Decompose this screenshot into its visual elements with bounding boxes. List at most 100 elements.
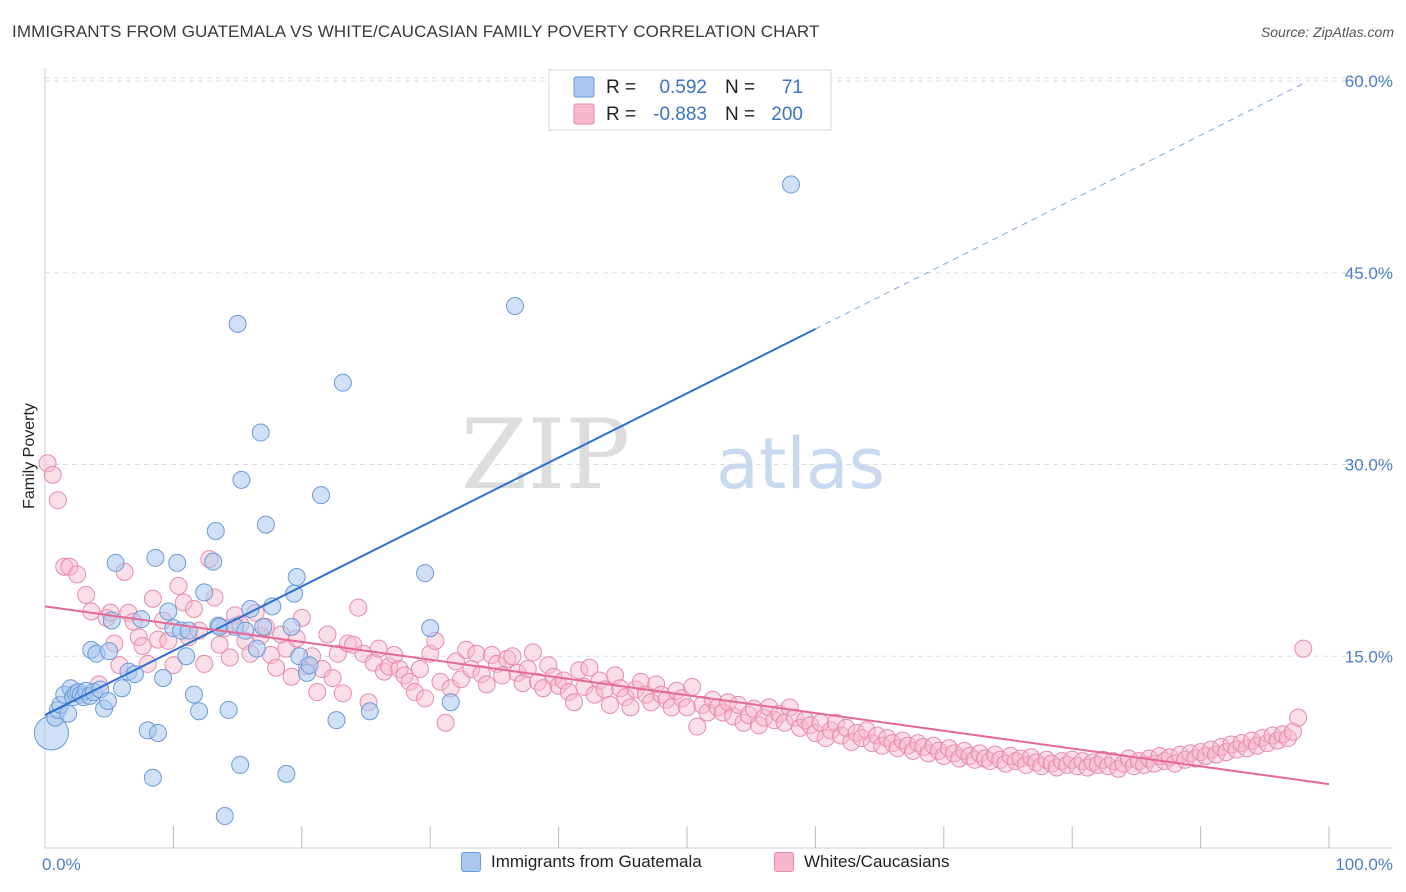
data-point-whites	[68, 565, 87, 584]
data-point-whites	[513, 674, 532, 693]
data-point-whites	[410, 660, 429, 679]
data-point-whites	[523, 643, 542, 662]
data-point-whites	[43, 465, 62, 484]
data-point-whites	[837, 718, 856, 737]
trend-lines	[44, 83, 1330, 786]
gridlines	[45, 77, 1393, 657]
data-point-whites	[436, 713, 455, 732]
data-point-guatemala	[168, 553, 187, 572]
data-point-guatemala	[287, 567, 306, 586]
legend-swatch-pink	[573, 103, 595, 125]
data-point-whites	[374, 662, 393, 681]
legend-n-label-2: N =	[725, 104, 755, 125]
data-point-whites	[349, 598, 368, 617]
bottom-legend: Immigrants from Guatemala Whites/Caucasi…	[0, 852, 1406, 878]
data-point-whites	[467, 644, 486, 663]
data-point-whites	[498, 649, 517, 668]
bottom-legend-swatch-blue	[461, 852, 481, 872]
data-point-whites	[174, 593, 193, 612]
data-point-guatemala	[416, 564, 435, 583]
data-point-guatemala	[148, 723, 167, 742]
data-point-whites	[600, 695, 619, 714]
data-point-guatemala	[195, 583, 214, 602]
data-point-whites	[554, 671, 573, 690]
data-point-whites	[267, 658, 286, 677]
data-point-whites	[1022, 748, 1041, 767]
data-point-whites	[48, 491, 67, 510]
data-point-whites	[318, 625, 337, 644]
data-point-whites	[842, 732, 861, 751]
legend-r-value-1: 0.592	[659, 77, 707, 98]
data-point-whites	[929, 741, 948, 760]
data-point-whites	[1078, 758, 1097, 777]
data-point-guatemala	[215, 807, 234, 826]
data-point-whites	[565, 693, 584, 712]
data-point-guatemala	[441, 693, 460, 712]
data-point-whites	[883, 734, 902, 753]
data-point-whites	[724, 707, 743, 726]
data-point-whites	[364, 653, 383, 672]
data-point-whites	[678, 698, 696, 717]
y-tick-label: 30.0%	[1345, 456, 1393, 475]
y-tick-label: 15.0%	[1345, 647, 1393, 666]
data-point-whites	[975, 749, 994, 768]
data-point-whites	[503, 647, 522, 666]
data-point-whites	[431, 672, 450, 691]
data-point-guatemala	[159, 602, 178, 621]
data-point-guatemala	[113, 679, 132, 698]
series-whites-caucasians	[38, 454, 1313, 778]
data-point-whites	[164, 656, 183, 675]
data-point-whites	[1001, 746, 1020, 765]
data-point-whites	[38, 454, 57, 473]
y-axis-title: Family Poverty	[21, 403, 38, 509]
data-point-guatemala	[277, 764, 296, 783]
data-point-whites	[1083, 753, 1102, 772]
data-point-guatemala	[98, 691, 117, 710]
data-point-whites	[688, 717, 707, 736]
data-point-whites	[755, 708, 774, 727]
data-point-whites	[616, 688, 635, 707]
data-point-guatemala	[251, 423, 270, 442]
legend-n-value-1: 71	[782, 77, 803, 98]
data-point-guatemala	[154, 668, 173, 687]
data-point-whites	[1212, 738, 1231, 757]
data-point-guatemala	[100, 642, 119, 661]
data-point-whites	[945, 744, 964, 763]
legend-r-value-2: -0.883	[653, 104, 707, 125]
data-point-guatemala	[190, 702, 209, 721]
data-point-whites	[847, 723, 866, 742]
x-tick-label: 100.0%	[1335, 855, 1393, 874]
data-point-guatemala	[256, 515, 275, 534]
data-point-whites	[457, 640, 476, 659]
trend-extension-guatemala	[815, 83, 1304, 330]
data-point-whites	[472, 665, 491, 684]
data-point-whites	[642, 693, 661, 712]
data-point-whites	[713, 703, 732, 722]
data-point-whites	[60, 557, 79, 576]
data-point-whites	[785, 708, 804, 727]
data-point-whites	[1242, 731, 1261, 750]
legend-n-label-1: N =	[725, 77, 755, 98]
data-point-whites	[683, 677, 702, 696]
watermark: ZIP atlas	[461, 399, 885, 511]
data-point-guatemala	[146, 548, 165, 567]
data-point-guatemala	[421, 619, 440, 638]
data-point-whites	[369, 639, 388, 658]
data-point-guatemala	[184, 685, 203, 704]
bottom-legend-item-guatemala: Immigrants from Guatemala	[461, 852, 702, 872]
data-point-whites	[416, 689, 435, 708]
data-point-whites	[534, 679, 553, 698]
data-point-whites	[806, 723, 825, 742]
data-point-whites	[647, 675, 666, 694]
bottom-legend-label-guatemala: Immigrants from Guatemala	[491, 852, 702, 871]
data-point-whites	[77, 585, 96, 604]
data-point-whites	[986, 745, 1005, 764]
data-point-whites	[143, 589, 162, 608]
data-point-whites	[662, 698, 681, 717]
axes	[44, 68, 1393, 849]
data-point-whites	[323, 668, 342, 687]
data-point-whites	[184, 599, 203, 618]
data-point-guatemala	[360, 702, 379, 721]
data-point-whites	[220, 648, 239, 667]
